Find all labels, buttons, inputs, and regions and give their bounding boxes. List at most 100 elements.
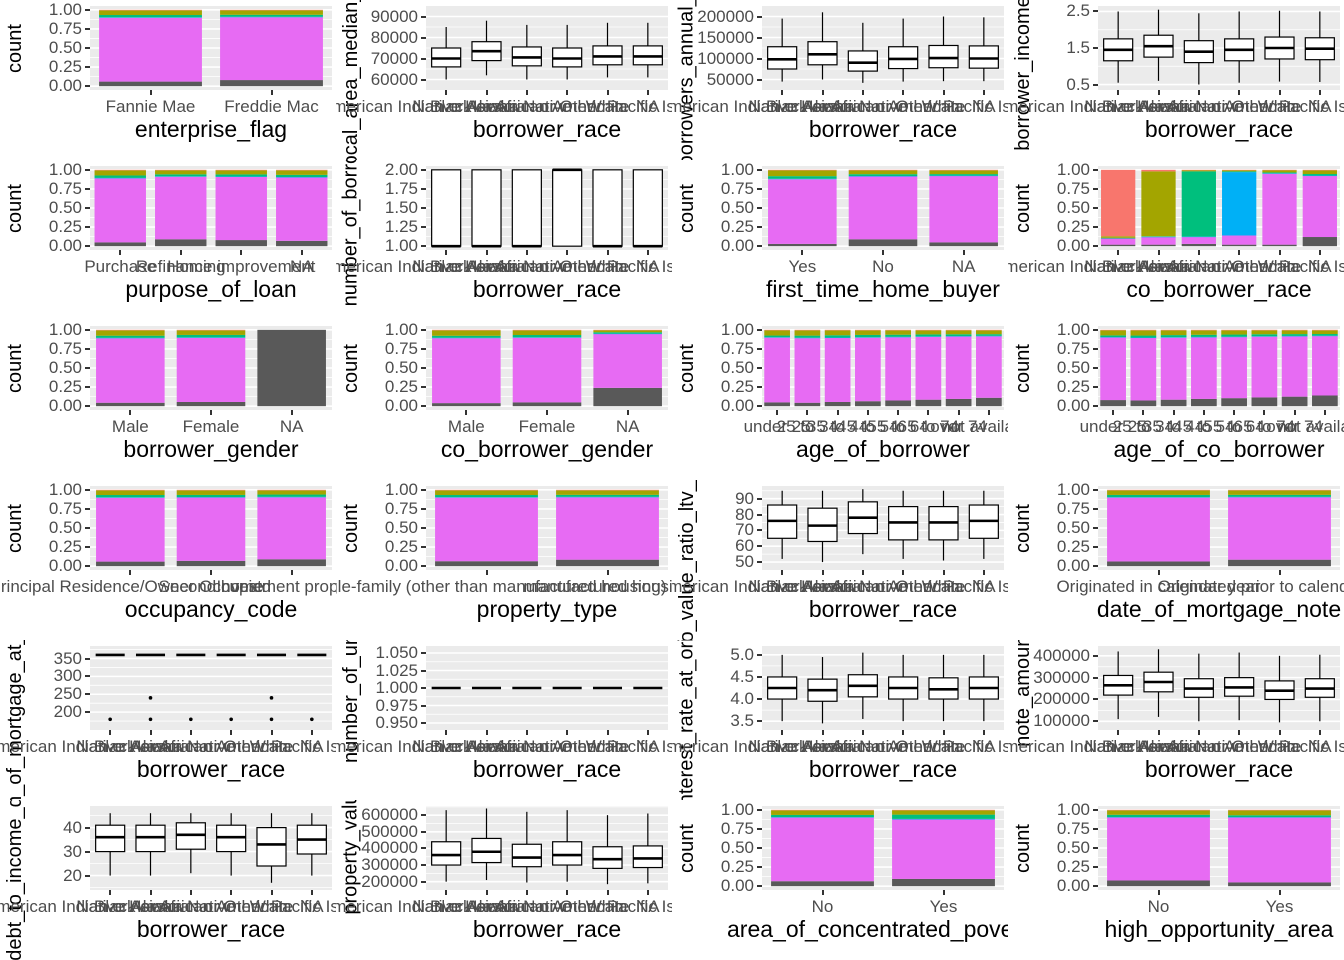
y-tick-mark bbox=[1093, 405, 1098, 408]
y-tick-mark bbox=[757, 529, 762, 532]
plot-panel bbox=[90, 326, 332, 410]
x-tick-mark bbox=[861, 570, 864, 575]
x-tick-mark bbox=[1293, 410, 1296, 415]
y-tick-label: 0.75 bbox=[720, 818, 754, 838]
y-tick-mark bbox=[85, 328, 90, 331]
y-tick-mark bbox=[1093, 245, 1098, 248]
x-category-label: Asian bbox=[129, 737, 172, 756]
x-category-label: Principal Residence/Owner Occupied bbox=[0, 577, 272, 596]
x-tick-mark bbox=[525, 890, 528, 895]
x-tick-mark bbox=[861, 90, 864, 95]
x-category-label: American Indian or Alaska Native bbox=[0, 737, 236, 756]
x-tick-mark bbox=[1197, 90, 1200, 95]
x-category-label: Male bbox=[447, 417, 485, 436]
y-tick-mark bbox=[1093, 207, 1098, 209]
x-axis-title: age_of_borrower bbox=[796, 436, 970, 462]
x-category-label: 35 to 44 bbox=[806, 417, 869, 436]
y-tick-label: 1.25 bbox=[384, 217, 418, 237]
x-axis-title: borrower_race bbox=[472, 276, 622, 302]
y-tick-mark bbox=[757, 827, 762, 830]
y-tick-mark bbox=[421, 880, 426, 883]
y-tick-mark bbox=[757, 885, 762, 888]
y-tick-mark bbox=[1093, 676, 1098, 679]
x-tick-mark bbox=[646, 890, 649, 895]
y-tick-mark bbox=[757, 513, 762, 516]
x-category-label: American Indian or Alaska Native bbox=[336, 897, 572, 916]
y-tick-label: 1.00 bbox=[48, 160, 82, 179]
x-axis-title: borrower_race bbox=[808, 756, 958, 782]
x-tick-mark bbox=[801, 250, 804, 255]
plot-panel bbox=[762, 6, 1004, 90]
y-tick-mark bbox=[757, 405, 762, 408]
x-category-label: Asian bbox=[465, 897, 508, 916]
plot-7-co_borrower_race: count 0.00 0.25 0.50 0.75 1.00 American Indian… bbox=[1008, 160, 1344, 320]
y-tick-label: 300 bbox=[53, 666, 82, 686]
y-tick-label: 0.50 bbox=[48, 358, 82, 377]
x-tick-mark bbox=[1238, 250, 1241, 255]
y-tick-mark bbox=[421, 830, 426, 833]
x-tick-mark bbox=[606, 730, 609, 735]
x-tick-mark bbox=[902, 730, 905, 735]
x-category-label: Native Hawaiian or Other Pacific Islande… bbox=[412, 257, 672, 276]
y-tick-mark bbox=[421, 367, 426, 369]
x-tick-mark bbox=[119, 250, 122, 255]
x-tick-mark bbox=[821, 90, 824, 95]
y-tick-mark bbox=[757, 36, 762, 39]
y-tick-label: 300000 bbox=[1033, 667, 1090, 687]
y-tick-mark bbox=[421, 15, 426, 18]
x-category-label: NA bbox=[636, 897, 660, 916]
x-tick-mark bbox=[270, 730, 273, 735]
y-tick-mark bbox=[757, 168, 762, 171]
y-tick-mark bbox=[85, 187, 90, 190]
y-tick-mark bbox=[421, 847, 426, 850]
y-tick-label: 20 bbox=[63, 865, 82, 885]
x-tick-mark bbox=[982, 730, 985, 735]
plot-panel bbox=[426, 806, 668, 890]
y-tick-label: 0.75 bbox=[1056, 178, 1090, 198]
x-tick-mark bbox=[1238, 90, 1241, 95]
y-tick-label: 150000 bbox=[697, 27, 754, 47]
y-tick-label: 200000 bbox=[361, 871, 418, 891]
y-tick-mark bbox=[85, 47, 90, 49]
x-tick-mark bbox=[776, 410, 779, 415]
x-tick-mark bbox=[606, 90, 609, 95]
plot-2-borrower_race: borrowers_annual_income 50000 100000 150000… bbox=[672, 0, 1008, 160]
x-category-label: Black or African American bbox=[93, 737, 288, 756]
x-category-label: American Indian or Alaska Native bbox=[0, 897, 236, 916]
x-category-label: 35 to 44 bbox=[1142, 417, 1205, 436]
x-tick-mark bbox=[485, 90, 488, 95]
x-category-label: Black or African American bbox=[429, 737, 624, 756]
plot-1-borrower_race: local_area_median_income 60000 70000 80000 9… bbox=[336, 0, 672, 160]
y-tick-label: 0.00 bbox=[384, 556, 418, 576]
x-tick-mark bbox=[566, 730, 569, 735]
x-category-label: NA bbox=[300, 897, 324, 916]
x-category-label: manufactured housing bbox=[523, 577, 672, 596]
y-tick-mark bbox=[85, 675, 90, 678]
y-tick-label: 1.00 bbox=[48, 0, 82, 19]
y-tick-mark bbox=[1093, 654, 1098, 657]
y-tick-label: 0.25 bbox=[720, 857, 754, 877]
y-tick-mark bbox=[85, 657, 90, 660]
y-tick-mark bbox=[1093, 187, 1098, 190]
x-tick-mark bbox=[1318, 730, 1321, 735]
x-tick-mark bbox=[1323, 410, 1326, 415]
x-category-label: NA bbox=[289, 257, 314, 276]
x-category-label: under 25 bbox=[743, 417, 811, 436]
x-category-label: American Indian or Alaska Native bbox=[336, 97, 572, 116]
x-tick-mark bbox=[836, 410, 839, 415]
plot-panel bbox=[426, 646, 668, 730]
x-category-label: Originated in calendar year bbox=[1056, 577, 1261, 596]
x-category-label: White bbox=[921, 97, 966, 116]
x-category-label: NA bbox=[636, 97, 660, 116]
plot-14-borrower_race: loan_to_value_ratio_ltv_at_origination50… bbox=[672, 480, 1008, 640]
x-category-label: 65 to 74 bbox=[897, 417, 960, 436]
y-tick-mark bbox=[85, 207, 90, 209]
x-category-label: 55 to 64 bbox=[867, 417, 929, 436]
plot-panel bbox=[762, 806, 1004, 890]
y-tick-mark bbox=[1093, 10, 1098, 13]
x-category-label: not available bbox=[1277, 417, 1344, 436]
y-tick-mark bbox=[85, 874, 90, 877]
y-tick-label: 0.50 bbox=[720, 838, 754, 857]
y-tick-label: 0.975 bbox=[375, 695, 418, 715]
y-tick-mark bbox=[421, 207, 426, 209]
